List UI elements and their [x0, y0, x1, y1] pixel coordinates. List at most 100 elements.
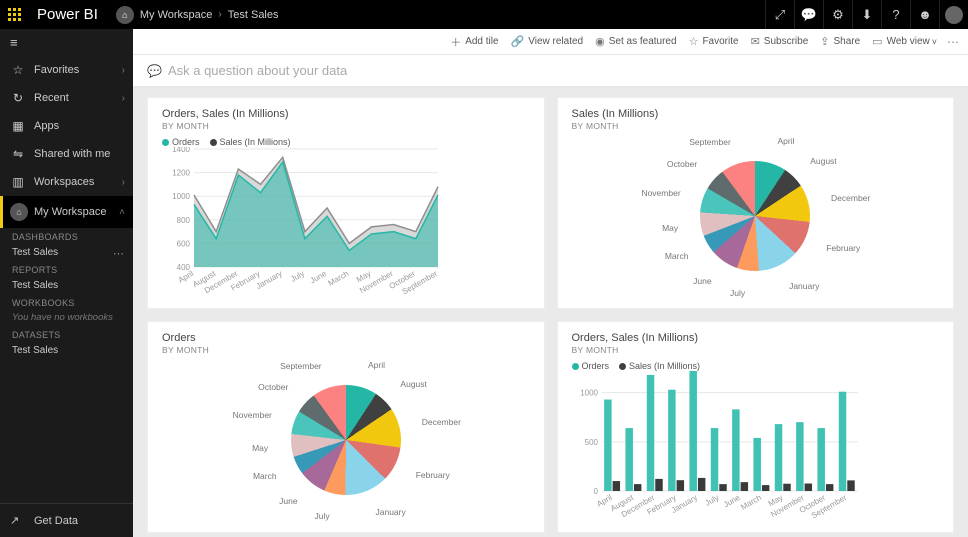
- breadcrumb-item[interactable]: Test Sales: [228, 9, 279, 21]
- action-share[interactable]: ⇪ Share: [820, 34, 860, 50]
- pie-slice-label: October: [667, 159, 697, 169]
- nav-item-apps[interactable]: ▦ Apps: [0, 112, 133, 140]
- nav-item-shared-with-me[interactable]: ⇋ Shared with me: [0, 140, 133, 168]
- pie-slice-label: October: [258, 382, 288, 392]
- pie-slice-label: February: [826, 243, 860, 253]
- nav-collapse-button[interactable]: ≡: [0, 29, 133, 56]
- tile-orders-sales-area[interactable]: Orders, Sales (In Millions) BY MONTH Ord…: [147, 97, 545, 309]
- legend-swatch: [619, 363, 626, 370]
- tile-orders-pie[interactable]: Orders BY MONTH AprilAugustDecemberFebru…: [147, 321, 545, 533]
- ws-section-header: DATASETS: [0, 326, 133, 342]
- user-avatar-button[interactable]: [939, 0, 968, 29]
- tile-title: Orders, Sales (In Millions): [572, 332, 940, 344]
- chevron-right-icon: ›: [122, 93, 125, 104]
- action-add-tile[interactable]: ＋Add tile: [450, 34, 498, 50]
- action-view-related[interactable]: 🔗View related: [511, 34, 584, 50]
- legend-swatch: [572, 363, 579, 370]
- action-label: View related: [528, 36, 583, 47]
- app-launcher-button[interactable]: [0, 0, 29, 29]
- pie-slice-label: December: [422, 417, 461, 427]
- waffle-icon: [8, 8, 21, 21]
- pie-slice-label: April: [778, 136, 795, 146]
- breadcrumb-workspace[interactable]: My Workspace: [140, 9, 213, 21]
- ws-link[interactable]: Test Sales⋯: [0, 244, 133, 261]
- action-web-view[interactable]: ▭Web view ˅: [872, 34, 937, 50]
- tile-orders-sales-bar[interactable]: Orders, Sales (In Millions) BY MONTH Ord…: [557, 321, 955, 533]
- download-button[interactable]: ⬇: [852, 0, 881, 29]
- nav-label: Recent: [34, 92, 69, 104]
- more-actions-button[interactable]: ⋯: [947, 35, 960, 49]
- more-icon[interactable]: ⋯: [113, 247, 125, 260]
- action-icon: ▭: [872, 35, 882, 48]
- pie-slice-label: March: [665, 251, 689, 261]
- legend-item: Orders: [162, 137, 200, 147]
- nav-item-favorites[interactable]: ☆Favorites›: [0, 56, 133, 84]
- pie-slice-label: June: [279, 496, 297, 506]
- get-data-button[interactable]: ↗ Get Data: [0, 503, 133, 537]
- ws-link[interactable]: Test Sales: [0, 277, 133, 294]
- nav-item-workspaces[interactable]: ▥Workspaces›: [0, 168, 133, 196]
- ws-link[interactable]: Test Sales: [0, 342, 133, 359]
- action-label: Share: [833, 36, 860, 47]
- svg-text:0: 0: [593, 487, 598, 496]
- top-header: Power BI ⌂ My Workspace › Test Sales ⤢ 💬…: [0, 0, 968, 29]
- svg-text:March: March: [327, 269, 351, 288]
- chart-legend: OrdersSales (In Millions): [162, 137, 530, 147]
- nav-my-workspace-label: My Workspace: [34, 206, 107, 218]
- svg-text:500: 500: [584, 438, 598, 447]
- action-icon: ⇪: [820, 35, 829, 48]
- pie-slice-label: September: [280, 361, 322, 371]
- workspace-avatar-icon: ⌂: [116, 6, 134, 24]
- nav-label: Shared with me: [34, 148, 110, 160]
- pie-chart: AprilAugustDecemberFebruaryJanuaryJulyJu…: [162, 355, 530, 525]
- action-label: Web view: [887, 36, 930, 47]
- nav-icon: ▥: [10, 175, 26, 189]
- action-set-as-featured[interactable]: ◉Set as featured: [595, 34, 676, 50]
- svg-text:1400: 1400: [172, 147, 190, 154]
- main-area: ＋Add tile🔗View related◉Set as featured☆F…: [133, 29, 968, 537]
- pie-slice-label: July: [315, 511, 330, 521]
- tile-subtitle: BY MONTH: [162, 345, 530, 355]
- svg-text:July: July: [289, 269, 306, 284]
- chevron-right-icon: ›: [218, 9, 221, 20]
- pie-slice-label: July: [730, 288, 745, 298]
- nav-label: Apps: [34, 120, 59, 132]
- svg-text:July: July: [703, 493, 720, 508]
- svg-text:June: June: [309, 269, 329, 286]
- nav-icon: ▦: [10, 119, 26, 133]
- pie-slice-label: March: [253, 471, 277, 481]
- legend-item: Sales (In Millions): [619, 361, 700, 371]
- action-subscribe[interactable]: ✉Subscribe: [751, 34, 809, 50]
- action-favorite[interactable]: ☆Favorite: [689, 34, 739, 50]
- help-button[interactable]: ?: [881, 0, 910, 29]
- svg-text:1000: 1000: [172, 192, 190, 201]
- pie-slice-label: January: [789, 281, 819, 291]
- nav-icon: ⇋: [10, 147, 26, 161]
- tile-title: Sales (In Millions): [572, 108, 940, 120]
- action-label: Subscribe: [764, 36, 808, 47]
- feedback-button[interactable]: ☻: [910, 0, 939, 29]
- qna-input[interactable]: 💬 Ask a question about your data: [133, 55, 968, 87]
- svg-text:June: June: [722, 493, 742, 510]
- ws-note: You have no workbooks: [0, 310, 133, 326]
- action-label: Favorite: [702, 36, 738, 47]
- tile-sales-pie[interactable]: Sales (In Millions) BY MONTH AprilAugust…: [557, 97, 955, 309]
- fullscreen-button[interactable]: ⤢: [765, 0, 794, 29]
- left-nav: ≡ ☆Favorites›↻Recent›▦Apps⇋Shared with m…: [0, 29, 133, 537]
- tile-subtitle: BY MONTH: [162, 121, 530, 131]
- pie-slice-label: January: [376, 507, 406, 517]
- get-data-label: Get Data: [34, 515, 78, 527]
- chat-button[interactable]: 💬: [794, 0, 823, 29]
- chat-icon: 💬: [147, 64, 162, 78]
- pie-slice-label: November: [233, 410, 272, 420]
- chevron-right-icon: ›: [122, 65, 125, 76]
- svg-text:600: 600: [177, 239, 191, 248]
- chevron-up-icon: ˄: [119, 207, 125, 218]
- settings-button[interactable]: ⚙: [823, 0, 852, 29]
- ws-section-header: DASHBOARDS: [0, 228, 133, 244]
- nav-my-workspace[interactable]: ⌂ My Workspace ˄: [0, 196, 133, 228]
- ws-section-header: REPORTS: [0, 261, 133, 277]
- action-icon: ☆: [689, 35, 699, 48]
- nav-item-recent[interactable]: ↻Recent›: [0, 84, 133, 112]
- workspace-avatar-icon: ⌂: [10, 203, 28, 221]
